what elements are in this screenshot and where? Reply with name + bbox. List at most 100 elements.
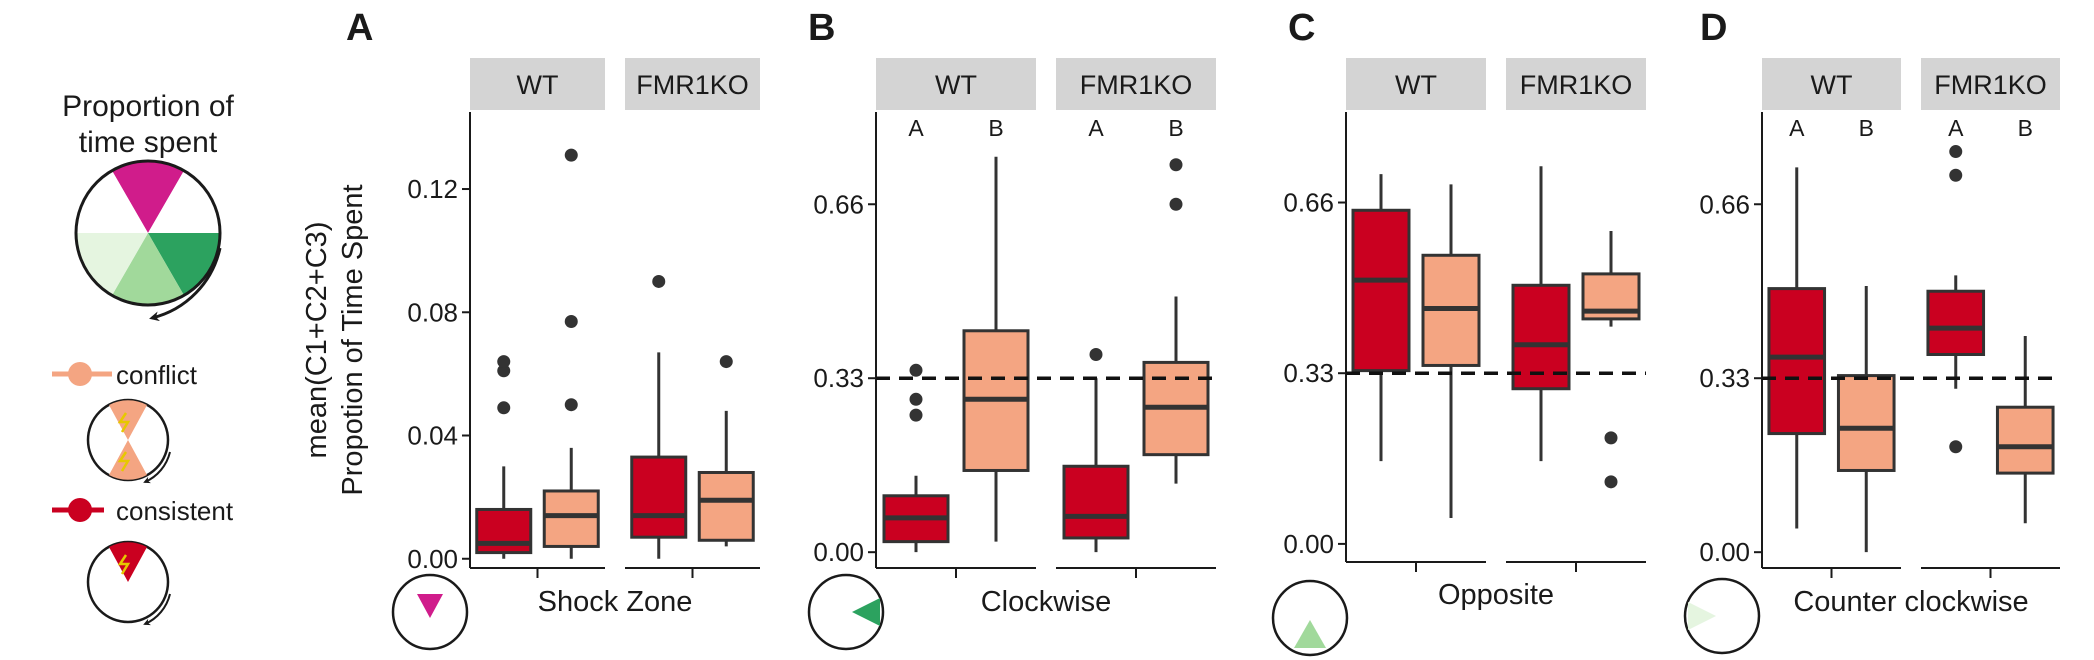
- box-conflict: [1995, 336, 2055, 524]
- significance-letter: B: [2018, 115, 2033, 141]
- zone-circle: [1271, 579, 1349, 657]
- box-conflict: [1421, 184, 1481, 519]
- facet-strip: [625, 58, 760, 110]
- panel-letter: A: [346, 7, 373, 49]
- outlier-point: [1169, 197, 1183, 211]
- conflict-dot-key: [68, 362, 92, 386]
- conflict-arena-icon: [86, 398, 171, 484]
- zone-circle: [807, 573, 885, 651]
- outlier-point: [497, 401, 511, 415]
- facet-strip: [876, 58, 1036, 110]
- outlier-point: [1949, 168, 1963, 182]
- panel-letter: C: [1288, 7, 1315, 49]
- y-tick-label: 0.00: [813, 537, 864, 567]
- facet-wt: WT A B: [876, 58, 1036, 578]
- outlier-point: [497, 364, 511, 378]
- facet-wt: WT: [470, 58, 605, 578]
- y-tick-label: 0.04: [407, 421, 458, 451]
- box-body: [1836, 374, 1896, 472]
- zone-icon: [807, 573, 885, 651]
- facet-fmr1ko: FMR1KO A B: [1056, 58, 1216, 578]
- arena-sectors-icon: [74, 159, 222, 307]
- facet-strip: [1506, 58, 1646, 110]
- outlier-point: [1604, 431, 1618, 445]
- facet-label: WT: [517, 70, 559, 100]
- facet-fmr1ko: FMR1KO: [1506, 58, 1646, 572]
- outlier-point: [564, 315, 578, 329]
- zone-icon: [1683, 577, 1761, 655]
- panel-letter: D: [1700, 7, 1727, 49]
- box-body: [1062, 464, 1130, 540]
- box-conflict: [542, 148, 600, 559]
- y-tick-label: 0.33: [1699, 363, 1750, 393]
- significance-letter: A: [1948, 115, 1964, 141]
- facet-label: WT: [935, 70, 977, 100]
- panel-c: C 0.00 0.33 0.66 WT FMR1KO Opposite: [1271, 7, 1646, 657]
- arena-sector: [112, 233, 184, 305]
- outlier-point: [652, 274, 666, 288]
- box-conflict: [1581, 230, 1641, 489]
- significance-letter: A: [1088, 115, 1104, 141]
- facet-fmr1ko: FMR1KO: [625, 58, 760, 578]
- box-consistent: [1511, 166, 1571, 462]
- zone-sector: [417, 594, 443, 618]
- outlier-point: [564, 148, 578, 162]
- outlier-point: [909, 408, 923, 422]
- y-tick-label: 0.33: [1283, 358, 1334, 388]
- consistent-label: consistent: [116, 496, 234, 526]
- y-tick-label: 0.00: [407, 544, 458, 574]
- zone-icon: [1271, 579, 1349, 657]
- box-conflict: [697, 355, 755, 547]
- outlier-point: [1169, 158, 1183, 172]
- outlier-point: [909, 363, 923, 377]
- zone-sector: [852, 598, 880, 626]
- arena-sector: [112, 161, 184, 233]
- x-axis-label: Shock Zone: [538, 586, 693, 618]
- facet-fmr1ko: FMR1KO A B: [1921, 58, 2060, 578]
- y-tick-label: 0.66: [1283, 188, 1334, 218]
- box-body: [697, 470, 755, 542]
- y-tick-label: 0.66: [813, 189, 864, 219]
- outlier-point: [719, 355, 733, 369]
- facet-label: FMR1KO: [636, 70, 749, 100]
- legend-title-line2: time spent: [79, 126, 218, 159]
- y-tick-label: 0.08: [407, 297, 458, 327]
- y-axis-label-line2: Propotion of Time Spent: [337, 184, 369, 495]
- facet-label: FMR1KO: [1934, 70, 2047, 100]
- facet-strip: [1056, 58, 1216, 110]
- arena-outline: [74, 159, 222, 307]
- facet-wt: WT: [1346, 58, 1486, 572]
- y-axis-label-line1: mean(C1+C2+C3): [301, 222, 333, 459]
- conflict-label: conflict: [116, 360, 198, 390]
- zone-icon: [391, 573, 469, 651]
- significance-letter: B: [988, 115, 1003, 141]
- x-axis-label: Opposite: [1438, 579, 1554, 611]
- rotation-arrow-icon: [149, 247, 222, 322]
- box-body: [475, 507, 533, 555]
- legend-title-line1: Proportion of: [62, 90, 234, 123]
- box-conflict: [962, 156, 1030, 542]
- box-consistent: [630, 274, 688, 559]
- zone-sector: [1294, 620, 1326, 648]
- outlier-point: [909, 392, 923, 406]
- x-axis-label: Clockwise: [981, 586, 1112, 618]
- consistent-arena-icon: [86, 540, 171, 626]
- significance-letter: A: [1789, 115, 1805, 141]
- outlier-point: [497, 355, 511, 369]
- significance-letter: B: [1859, 115, 1874, 141]
- outlier-point: [564, 398, 578, 412]
- x-axis-label: Counter clockwise: [1793, 586, 2028, 618]
- y-tick-label: 0.66: [1699, 189, 1750, 219]
- legend: Proportion of time spent conflict consis…: [52, 90, 235, 626]
- box-consistent: [1767, 167, 1827, 529]
- panels: A 0.00 0.04 0.08 0.12 WT FMR1KO Shock Zone B 0.00…: [346, 7, 2060, 657]
- facet-strip: [1762, 58, 1901, 110]
- facet-strip: [1921, 58, 2060, 110]
- zone-sector: [1688, 602, 1716, 630]
- box-conflict: [1836, 285, 1896, 553]
- outlier-point: [1604, 475, 1618, 489]
- box-consistent: [882, 363, 950, 553]
- box-body: [630, 455, 688, 539]
